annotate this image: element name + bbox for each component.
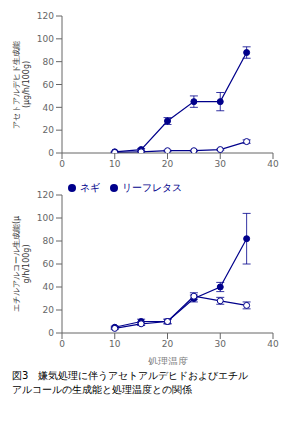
svg-text:アセトアルデヒド生成能: アセトアルデヒド生成能 <box>12 41 21 129</box>
svg-text:40: 40 <box>43 103 55 113</box>
html-text:図3 嫌気処理に伴うアセトアルデヒドおよびエチル: 図3 嫌気処理に伴うアセトアルデヒドおよびエチル <box>12 370 249 381</box>
svg-text:0: 0 <box>48 328 54 338</box>
svg-text:0: 0 <box>48 148 54 158</box>
svg-text:0: 0 <box>59 339 65 349</box>
svg-text:30: 30 <box>215 339 227 349</box>
svg-text:40: 40 <box>43 282 55 292</box>
svg-text:60: 60 <box>43 259 55 269</box>
svg-text:10: 10 <box>109 159 121 169</box>
svg-text:20: 20 <box>162 339 174 349</box>
svg-text:40: 40 <box>267 339 279 349</box>
html-text:アルコールの生成能と処理温度との関係: アルコールの生成能と処理温度との関係 <box>12 384 192 395</box>
html-text:ネギ: ネギ <box>80 182 100 193</box>
svg-text:処理温度: 処理温度 <box>148 356 188 365</box>
svg-text:(μg/h/100g): (μg/h/100g) <box>22 61 31 108</box>
svg-text:エチルアルコール生成能(μ: エチルアルコール生成能(μ <box>12 216 21 312</box>
svg-text:0: 0 <box>59 159 65 169</box>
svg-text:10: 10 <box>109 339 121 349</box>
svg-text:100: 100 <box>37 213 54 223</box>
svg-text:120: 120 <box>37 11 54 21</box>
svg-text:20: 20 <box>162 159 174 169</box>
svg-text:60: 60 <box>43 80 55 90</box>
svg-text:120: 120 <box>37 190 54 200</box>
svg-text:20: 20 <box>43 125 55 135</box>
svg-text:80: 80 <box>43 236 55 246</box>
svg-text:30: 30 <box>215 159 227 169</box>
svg-text:g/h/100g): g/h/100g) <box>22 244 31 283</box>
svg-text:40: 40 <box>267 159 279 169</box>
html-text:リーフレタス: リーフレタス <box>122 182 182 193</box>
svg-text:80: 80 <box>43 57 55 67</box>
svg-text:100: 100 <box>37 34 54 44</box>
svg-text:20: 20 <box>43 305 55 315</box>
